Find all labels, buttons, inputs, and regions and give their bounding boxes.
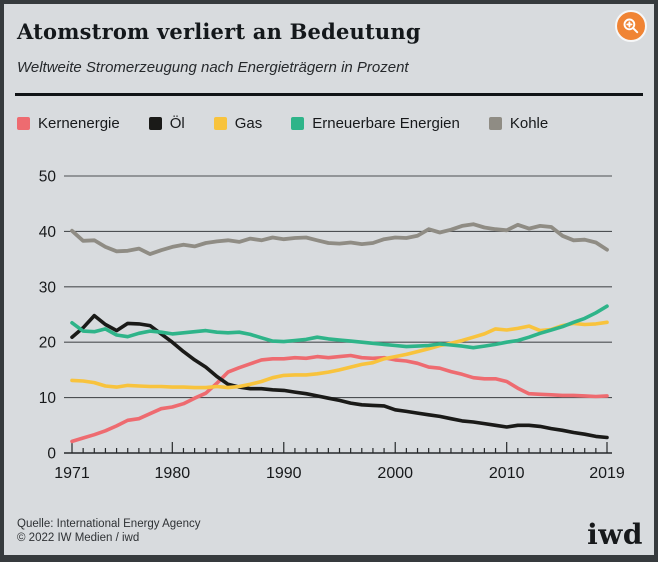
series-line-kernenergie: [70, 353, 609, 444]
legend-swatch-oel: [148, 117, 162, 130]
legend-swatch-erneuerbare: [291, 117, 305, 130]
legend-label: Öl: [169, 115, 185, 132]
canvas: Atomstrom verliert an Bedeutung Weltweit…: [4, 4, 654, 555]
y-axis-label-10: 10: [39, 390, 57, 407]
legend-label: Kernenergie: [38, 115, 120, 132]
legend-item-kernenergie: Kernenergie: [17, 115, 120, 132]
y-axis-label-20: 20: [39, 335, 57, 352]
x-axis-label-1971: 1971: [54, 465, 90, 482]
y-axis-label-50: 50: [39, 169, 57, 186]
x-axis-label-2010: 2010: [489, 465, 525, 482]
legend-item-oel: Öl: [148, 115, 185, 132]
x-axis-label-1990: 1990: [266, 465, 302, 482]
magnifier-plus-icon: [622, 17, 640, 35]
zoom-button[interactable]: [615, 10, 647, 42]
series-line--l: [70, 313, 609, 440]
x-axis-label-2000: 2000: [377, 465, 413, 482]
legend-item-kohle: Kohle: [488, 115, 549, 132]
page-subtitle: Weltweite Stromerzeugung nach Energieträ…: [17, 59, 409, 76]
copyright-note: © 2022 IW Medien / iwd: [17, 532, 140, 544]
source-note: Quelle: International Energy Agency: [17, 518, 201, 530]
legend-swatch-gas: [213, 117, 227, 130]
legend-label: Erneuerbare Energien: [312, 115, 460, 132]
x-axis-label-2019: 2019: [589, 465, 625, 482]
legend-swatch-kohle: [488, 117, 502, 130]
header-divider: [15, 93, 643, 96]
page-title: Atomstrom verliert an Bedeutung: [17, 19, 421, 44]
y-axis-label-0: 0: [47, 446, 56, 463]
series-line-gas: [70, 320, 609, 390]
legend-item-gas: Gas: [213, 115, 263, 132]
chart-svg: 0 10 20 30 40 50 1971 1980 1990 2000 2010 2019: [39, 169, 625, 483]
iwd-logo: iwd: [587, 518, 643, 551]
legend: Kernenergie Öl Gas Erneuerbare Energien …: [17, 115, 548, 132]
x-axis-label-1980: 1980: [155, 465, 191, 482]
y-axis-label-40: 40: [39, 224, 57, 241]
legend-label: Gas: [234, 115, 263, 132]
legend-item-erneuerbare: Erneuerbare Energien: [291, 115, 460, 132]
y-axis-label-30: 30: [39, 279, 57, 296]
series-line-erneuerbare-energien: [70, 304, 609, 350]
series-line-kohle: [70, 222, 609, 257]
legend-label: Kohle: [509, 115, 549, 132]
footer: Quelle: International Energy Agency © 20…: [17, 517, 200, 545]
legend-swatch-kernenergie: [17, 117, 30, 130]
